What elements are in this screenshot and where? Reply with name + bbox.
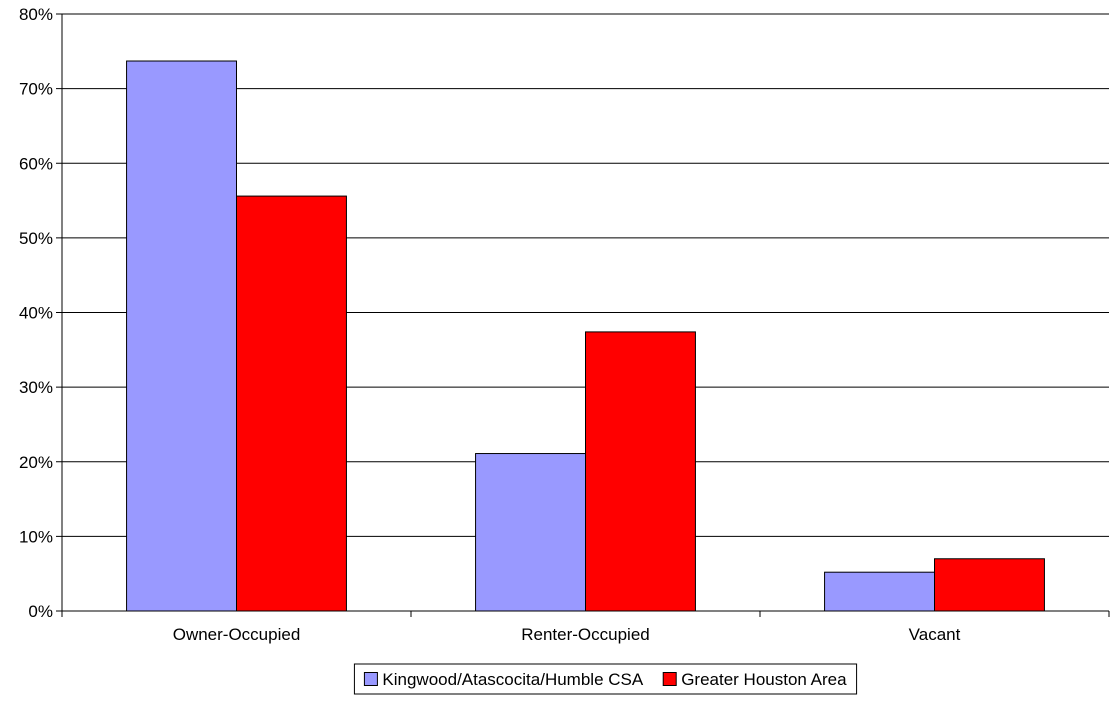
x-category-label: Renter-Occupied [521,625,650,644]
x-category-label: Owner-Occupied [173,625,301,644]
y-tick-label: 70% [19,80,53,99]
x-category-label: Vacant [909,625,961,644]
bar-owner-occupied-series-1 [126,60,237,612]
y-tick-label: 50% [19,229,53,248]
x-axis-categories: Owner-Occupied Renter-Occupied Vacant [173,625,961,644]
bar-vacant-series-1 [824,571,935,612]
legend-swatch [662,672,677,686]
legend: Kingwood/Atascocita/Humble CSA Greater Ho… [353,663,858,695]
bar-renter-occupied-series-1 [475,453,586,612]
y-axis-ticks: 0% 10% 20% 30% 40% 50% 60% 70% 80% [19,5,62,621]
legend-box [353,663,858,695]
bar-vacant-series-2 [934,558,1045,612]
y-tick-label: 80% [19,5,53,24]
y-tick-label: 30% [19,378,53,397]
bars [126,60,1045,612]
bar-owner-occupied-series-2 [236,195,347,612]
legend-label: Greater Houston Area [681,670,847,689]
bar-renter-occupied-series-2 [585,331,696,612]
y-tick-label: 40% [19,304,53,323]
y-tick-label: 0% [28,602,53,621]
legend-label: Kingwood/Atascocita/Humble CSA [382,670,643,689]
y-tick-label: 10% [19,527,53,546]
legend-swatch [363,672,378,686]
y-tick-label: 20% [19,453,53,472]
y-tick-label: 60% [19,154,53,173]
